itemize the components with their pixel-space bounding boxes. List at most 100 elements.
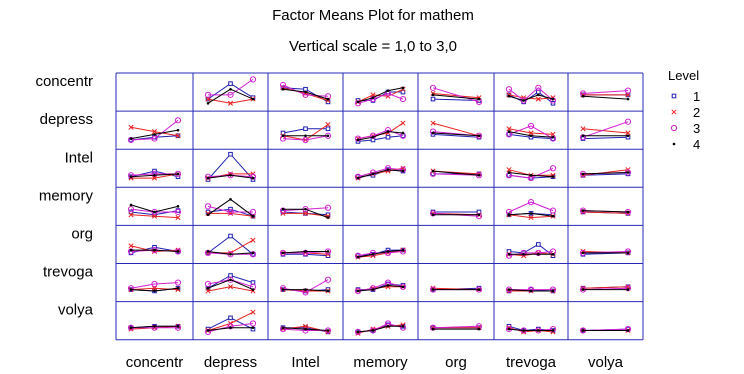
cell-trevoga-by-org <box>429 285 483 293</box>
data-point <box>303 86 308 92</box>
data-point <box>281 288 285 291</box>
data-point <box>326 289 330 293</box>
series-line-level-1 <box>432 133 480 138</box>
data-point <box>250 237 256 243</box>
data-point <box>304 327 307 331</box>
series-line-level-2 <box>357 249 404 258</box>
data-point <box>176 172 180 176</box>
series-line-level-2 <box>432 93 480 99</box>
series-line-level-3 <box>508 125 554 140</box>
series-line-level-3 <box>508 167 554 179</box>
series-line-level-3 <box>208 78 254 96</box>
cell-Intel-by-concentr <box>127 168 182 181</box>
data-point <box>304 90 307 94</box>
data-point <box>507 327 511 331</box>
data-point <box>324 276 332 283</box>
series-line-level-1 <box>582 136 629 140</box>
data-point <box>251 97 255 101</box>
data-point <box>371 135 375 139</box>
data-point <box>281 251 285 255</box>
cell-org-by-Intel <box>279 248 332 258</box>
data-point <box>626 171 630 174</box>
chart-subtitle: Vertical scale = 1,0 to 3,0 <box>289 38 457 55</box>
cell-trevoga-by-Intel <box>279 276 332 296</box>
data-point <box>624 118 632 125</box>
series-line-level-4 <box>582 172 629 175</box>
data-point <box>581 251 585 255</box>
data-point <box>251 176 255 180</box>
cell-volya-by-org <box>429 323 483 331</box>
data-point <box>206 250 210 253</box>
cell-Intel-by-volya <box>579 167 632 178</box>
row-label-depress: depress <box>40 111 93 128</box>
data-point <box>626 251 630 255</box>
series-line-level-3 <box>282 84 329 97</box>
data-point <box>302 210 309 216</box>
data-point <box>174 279 182 286</box>
data-point <box>249 320 257 327</box>
data-point <box>626 210 630 214</box>
data-point <box>281 207 285 211</box>
data-point <box>176 250 180 253</box>
series-line-level-3 <box>357 167 404 178</box>
data-point <box>174 117 182 124</box>
series-line-level-4 <box>207 88 254 104</box>
data-point <box>356 100 360 104</box>
data-point <box>551 329 555 332</box>
data-point <box>581 94 585 98</box>
data-point <box>153 210 156 214</box>
series-line-level-2 <box>432 122 480 137</box>
series-line-level-3 <box>357 129 404 140</box>
series-line-level-4 <box>582 210 629 213</box>
data-point <box>204 203 212 210</box>
cell-trevoga-by-depress <box>204 273 257 294</box>
data-point <box>386 168 390 171</box>
data-point <box>129 326 133 329</box>
series-line-level-3 <box>207 205 253 213</box>
data-point <box>386 324 390 328</box>
data-point <box>549 207 557 214</box>
data-point <box>529 134 533 138</box>
data-point <box>176 128 180 132</box>
data-point <box>430 96 436 102</box>
data-point <box>127 206 135 213</box>
cell-trevoga-by-concentr <box>127 279 182 294</box>
data-point <box>671 109 677 115</box>
row-label-trevoga: trevoga <box>43 264 94 281</box>
data-point <box>176 286 180 290</box>
cell-volya-by-Intel <box>279 323 332 335</box>
data-point <box>551 135 555 139</box>
data-point <box>385 134 391 140</box>
data-point <box>477 288 481 291</box>
data-point <box>551 252 555 256</box>
row-label-org: org <box>71 225 93 242</box>
data-point <box>522 99 525 102</box>
column-label-volya: volya <box>588 354 624 371</box>
data-point <box>206 329 210 332</box>
series-line-level-3 <box>282 135 329 141</box>
data-point <box>153 324 156 328</box>
column-label-org: org <box>445 354 467 371</box>
cell-trevoga-by-volya <box>579 284 632 293</box>
series-line-level-3 <box>130 119 179 141</box>
cell-trevoga-by-memory <box>354 279 407 295</box>
data-point <box>128 212 134 218</box>
legend-item-label: 4 <box>693 137 700 152</box>
data-point <box>429 84 437 91</box>
column-label-memory: memory <box>353 354 408 371</box>
data-point <box>227 100 234 106</box>
series-line-level-4 <box>357 87 404 103</box>
series-line-level-2 <box>208 239 254 254</box>
cell-series <box>127 76 632 336</box>
data-point <box>227 284 234 290</box>
data-point <box>129 288 133 291</box>
series-line-level-3 <box>432 87 480 103</box>
data-point <box>477 97 481 101</box>
data-point <box>522 329 525 332</box>
data-point <box>176 324 180 328</box>
column-labels: concentr depress Intel memory org trevoga voly… <box>126 354 624 371</box>
data-point <box>507 252 511 256</box>
series-line-level-2 <box>582 128 629 134</box>
data-point <box>205 210 211 216</box>
cell-memory-by-concentr <box>127 203 182 221</box>
